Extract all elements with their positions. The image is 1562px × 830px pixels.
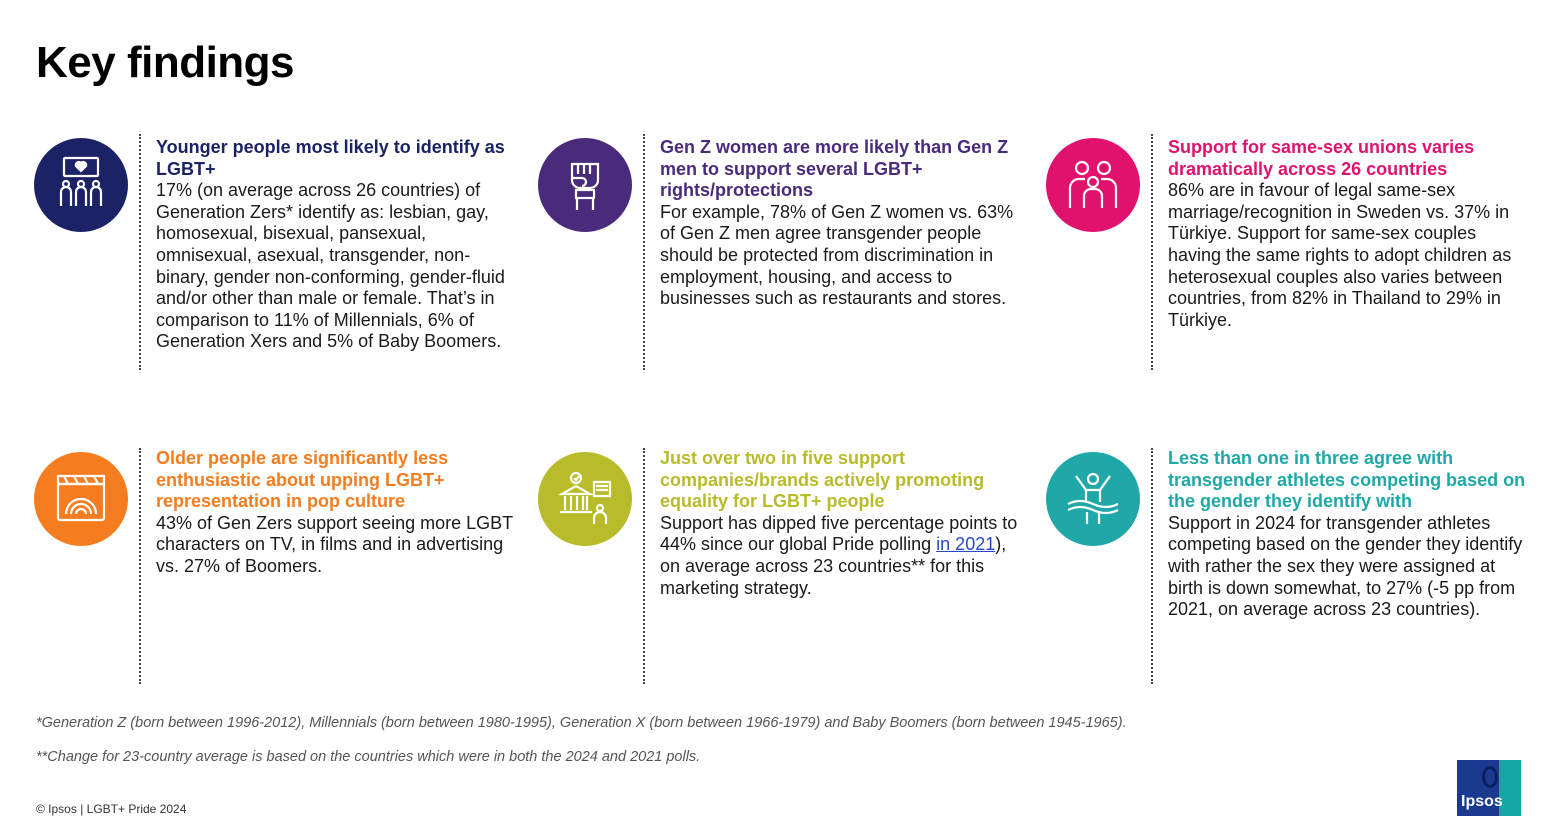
finding-5-body-after: ), on average across 23 countries** for … bbox=[660, 534, 1007, 598]
finding-6: Less than one in three agree with transg… bbox=[1168, 448, 1530, 621]
finding-5-body-before: Support has dipped five percentage point… bbox=[660, 512, 1018, 555]
finding-6-headline: Less than one in three agree with transg… bbox=[1168, 448, 1526, 512]
finding-4-divider bbox=[139, 448, 141, 684]
finding-2-headline: Gen Z women are more likely than Gen Z m… bbox=[660, 137, 1009, 201]
footnote-country-average: **Change for 23-country average is based… bbox=[36, 749, 701, 765]
finding-5-body: Support has dipped five percentage point… bbox=[660, 513, 1022, 599]
finding-6-icon-circle bbox=[1046, 452, 1140, 546]
finding-1-icon-circle bbox=[34, 138, 128, 232]
finding-5: Just over two in five support companies/… bbox=[660, 448, 1022, 599]
finding-4-headline: Older people are significantly less enth… bbox=[156, 448, 449, 512]
pride-banner-people-icon bbox=[59, 156, 103, 206]
finding-5-icon-circle bbox=[538, 452, 632, 546]
institution-flag-icon bbox=[557, 471, 612, 524]
athlete-finish-line-icon bbox=[1067, 472, 1119, 524]
rainbow-clapperboard-icon bbox=[56, 474, 106, 522]
copyright: © Ipsos | LGBT+ Pride 2024 bbox=[36, 802, 187, 816]
ipsos-logo: Ipsos bbox=[1457, 760, 1521, 816]
finding-3-body: 86% are in favour of legal same-sex marr… bbox=[1168, 180, 1512, 330]
finding-2: Gen Z women are more likely than Gen Z m… bbox=[660, 137, 1022, 310]
finding-2-divider bbox=[643, 134, 645, 370]
finding-5-headline: Just over two in five support companies/… bbox=[660, 448, 985, 512]
finding-2-icon-circle bbox=[538, 138, 632, 232]
family-icon bbox=[1068, 160, 1118, 208]
finding-4-icon-circle bbox=[34, 452, 128, 546]
page-title: Key findings bbox=[36, 38, 295, 87]
finding-1-headline: Younger people most likely to identify a… bbox=[156, 137, 505, 179]
footnote-generations: *Generation Z (born between 1996-2012), … bbox=[36, 715, 1127, 731]
finding-4-body: 43% of Gen Zers support seeing more LGBT… bbox=[156, 512, 513, 576]
finding-1: Younger people most likely to identify a… bbox=[156, 137, 518, 353]
ipsos-logo-text: Ipsos bbox=[1461, 793, 1503, 810]
finding-1-divider bbox=[139, 134, 141, 370]
finding-4: Older people are significantly less enth… bbox=[156, 448, 518, 578]
finding-3-headline: Support for same-sex unions varies drama… bbox=[1168, 137, 1475, 179]
finding-6-divider bbox=[1151, 448, 1153, 684]
finding-3-icon-circle bbox=[1046, 138, 1140, 232]
raised-fist-icon bbox=[570, 162, 600, 210]
finding-5-divider bbox=[643, 448, 645, 684]
finding-3-divider bbox=[1151, 134, 1153, 370]
finding-6-body: Support in 2024 for transgender athletes… bbox=[1168, 512, 1523, 620]
finding-3: Support for same-sex unions varies drama… bbox=[1168, 137, 1530, 331]
pride-polling-2021-link[interactable]: in 2021 bbox=[936, 534, 996, 555]
finding-2-body: For example, 78% of Gen Z women vs. 63% … bbox=[660, 201, 1014, 309]
finding-1-body: 17% (on average across 26 countries) of … bbox=[156, 180, 505, 352]
